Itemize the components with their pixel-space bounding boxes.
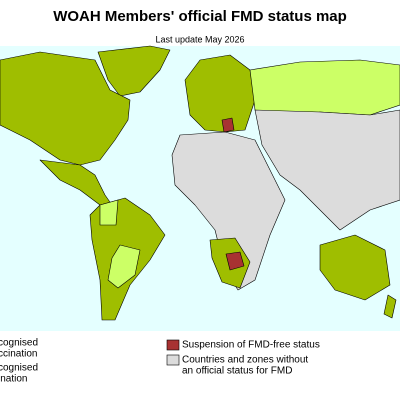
legend-label: cognised xyxy=(0,363,38,374)
map-title: WOAH Members' official FMD status map xyxy=(53,8,347,25)
legend-label: ination xyxy=(0,374,27,385)
legend-label: an official status for FMD xyxy=(182,366,292,377)
legend-swatch xyxy=(166,354,180,366)
legend-label: Countries and zones without xyxy=(182,355,308,366)
legend-label: ccination xyxy=(0,349,37,360)
legend: cognisedccinationcognisedinationSuspensi… xyxy=(0,338,320,385)
world-map xyxy=(0,45,400,321)
legend-swatch xyxy=(166,339,180,351)
legend-label: cognised xyxy=(0,338,38,349)
legend-label: Suspension of FMD-free status xyxy=(182,340,320,351)
map-subtitle: Last update May 2026 xyxy=(155,34,244,44)
